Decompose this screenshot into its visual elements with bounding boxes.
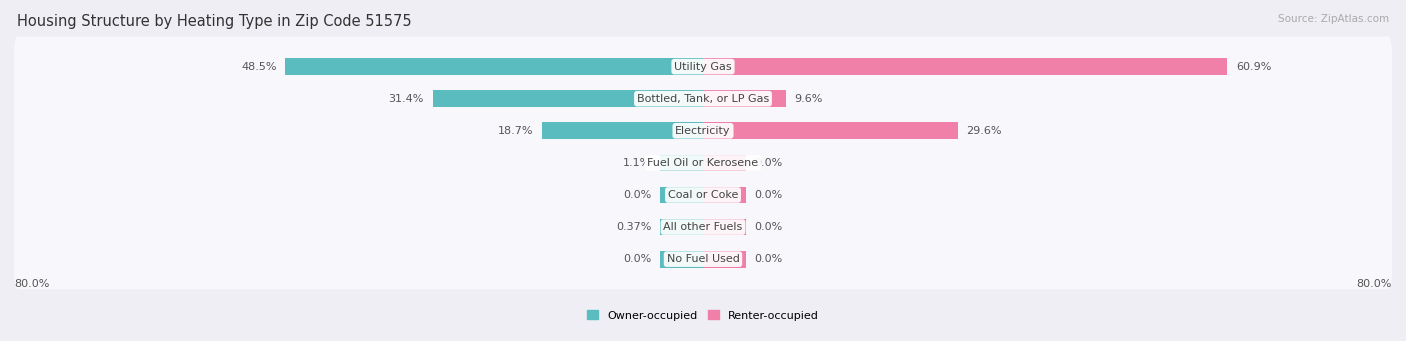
Bar [703,58,1227,75]
FancyBboxPatch shape [14,101,1392,161]
Text: 48.5%: 48.5% [242,62,277,72]
Text: Source: ZipAtlas.com: Source: ZipAtlas.com [1278,14,1389,24]
Bar [659,219,703,235]
FancyBboxPatch shape [14,229,1392,289]
Text: 29.6%: 29.6% [966,126,1002,136]
FancyBboxPatch shape [14,133,1392,193]
Text: 1.1%: 1.1% [623,158,651,168]
Bar [659,251,703,267]
Bar [703,122,957,139]
Bar [703,90,786,107]
Text: 18.7%: 18.7% [498,126,533,136]
Text: 0.0%: 0.0% [755,158,783,168]
FancyBboxPatch shape [14,36,1392,97]
Bar [703,251,747,267]
Text: 60.9%: 60.9% [1236,62,1271,72]
Text: 0.0%: 0.0% [755,254,783,264]
Text: 0.0%: 0.0% [755,190,783,200]
Bar [703,219,747,235]
Text: 80.0%: 80.0% [14,279,49,289]
FancyBboxPatch shape [14,197,1392,257]
Text: 0.37%: 0.37% [616,222,651,232]
Text: Bottled, Tank, or LP Gas: Bottled, Tank, or LP Gas [637,94,769,104]
Bar [659,154,703,171]
Bar [433,90,703,107]
Text: Electricity: Electricity [675,126,731,136]
Text: Utility Gas: Utility Gas [675,62,731,72]
Bar [659,187,703,203]
Bar [285,58,703,75]
Bar [703,154,747,171]
Text: Housing Structure by Heating Type in Zip Code 51575: Housing Structure by Heating Type in Zip… [17,14,412,29]
Text: Fuel Oil or Kerosene: Fuel Oil or Kerosene [647,158,759,168]
Text: 9.6%: 9.6% [794,94,823,104]
Bar [541,122,703,139]
FancyBboxPatch shape [14,165,1392,225]
Text: 0.0%: 0.0% [755,222,783,232]
Text: 80.0%: 80.0% [1357,279,1392,289]
Text: Coal or Coke: Coal or Coke [668,190,738,200]
Text: No Fuel Used: No Fuel Used [666,254,740,264]
Legend: Owner-occupied, Renter-occupied: Owner-occupied, Renter-occupied [582,306,824,325]
Text: 0.0%: 0.0% [623,254,651,264]
Text: 31.4%: 31.4% [388,94,425,104]
FancyBboxPatch shape [14,69,1392,129]
Text: All other Fuels: All other Fuels [664,222,742,232]
Text: 0.0%: 0.0% [623,190,651,200]
Bar [703,187,747,203]
